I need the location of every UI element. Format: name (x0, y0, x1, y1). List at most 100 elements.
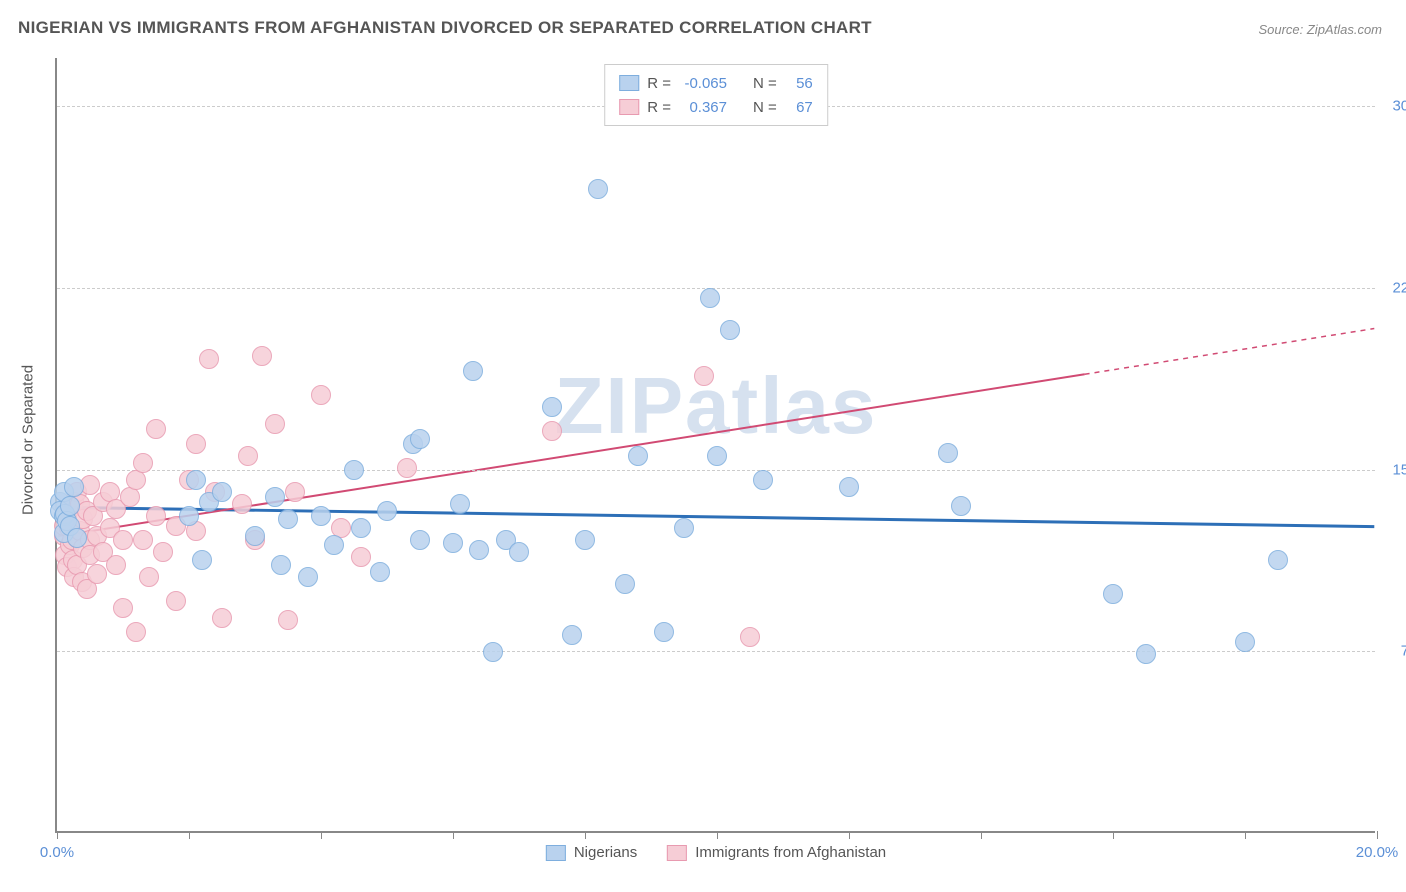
swatch-icon (619, 75, 639, 91)
data-point (575, 530, 595, 550)
n-label: N = (753, 75, 777, 92)
data-point (1136, 644, 1156, 664)
data-point (311, 385, 331, 405)
x-tick-label: 20.0% (1356, 844, 1399, 861)
swatch-icon (546, 845, 566, 861)
grid-line (57, 651, 1375, 652)
data-point (344, 460, 364, 480)
series-legend: Nigerians Immigrants from Afghanistan (546, 844, 886, 861)
data-point (113, 598, 133, 618)
data-point (753, 470, 773, 490)
x-tick (849, 831, 850, 839)
data-point (212, 608, 232, 628)
r-value: -0.065 (679, 75, 727, 92)
data-point (192, 550, 212, 570)
data-point (87, 564, 107, 584)
data-point (126, 622, 146, 642)
data-point (146, 506, 166, 526)
watermark: ZIPatlas (555, 360, 878, 452)
r-label: R = (647, 75, 671, 92)
data-point (67, 528, 87, 548)
legend-label: Immigrants from Afghanistan (695, 844, 886, 861)
data-point (469, 540, 489, 560)
data-point (245, 526, 265, 546)
data-point (443, 533, 463, 553)
y-tick-label: 22.5% (1383, 280, 1406, 297)
data-point (252, 346, 272, 366)
data-point (700, 288, 720, 308)
x-tick (717, 831, 718, 839)
data-point (740, 627, 760, 647)
data-point (106, 555, 126, 575)
data-point (113, 530, 133, 550)
legend-item: Nigerians (546, 844, 637, 861)
x-tick (1113, 831, 1114, 839)
regression-line-dashed (1085, 329, 1375, 375)
data-point (278, 610, 298, 630)
x-tick-label: 0.0% (40, 844, 74, 861)
data-point (166, 591, 186, 611)
data-point (179, 506, 199, 526)
data-point (615, 574, 635, 594)
stats-legend-row: R = -0.065 N = 56 (619, 71, 813, 95)
data-point (951, 496, 971, 516)
n-label: N = (753, 99, 777, 116)
x-tick (321, 831, 322, 839)
data-point (1268, 550, 1288, 570)
data-point (212, 482, 232, 502)
data-point (153, 542, 173, 562)
data-point (324, 535, 344, 555)
data-point (628, 446, 648, 466)
x-tick (57, 831, 58, 839)
data-point (64, 477, 84, 497)
x-tick (585, 831, 586, 839)
data-point (450, 494, 470, 514)
data-point (1235, 632, 1255, 652)
stats-legend: R = -0.065 N = 56 R = 0.367 N = 67 (604, 64, 828, 126)
swatch-icon (667, 845, 687, 861)
data-point (377, 501, 397, 521)
data-point (285, 482, 305, 502)
r-label: R = (647, 99, 671, 116)
data-point (588, 179, 608, 199)
x-tick (981, 831, 982, 839)
regression-lines (57, 58, 1375, 831)
source-label: Source: ZipAtlas.com (1258, 22, 1382, 37)
data-point (186, 470, 206, 490)
x-tick (1377, 831, 1378, 839)
data-point (351, 547, 371, 567)
chart-title: NIGERIAN VS IMMIGRANTS FROM AFGHANISTAN … (18, 18, 872, 38)
data-point (483, 642, 503, 662)
plot-area: ZIPatlas 7.5%15.0%22.5%30.0%0.0%20.0%R =… (55, 58, 1375, 833)
data-point (265, 487, 285, 507)
data-point (463, 361, 483, 381)
data-point (139, 567, 159, 587)
data-point (298, 567, 318, 587)
swatch-icon (619, 99, 639, 115)
legend-item: Immigrants from Afghanistan (667, 844, 886, 861)
data-point (410, 429, 430, 449)
grid-line (57, 470, 1375, 471)
data-point (271, 555, 291, 575)
data-point (278, 509, 298, 529)
r-value: 0.367 (679, 99, 727, 116)
data-point (186, 434, 206, 454)
x-tick (1245, 831, 1246, 839)
data-point (199, 349, 219, 369)
data-point (694, 366, 714, 386)
stats-legend-row: R = 0.367 N = 67 (619, 95, 813, 119)
y-tick-label: 15.0% (1383, 461, 1406, 478)
data-point (351, 518, 371, 538)
data-point (238, 446, 258, 466)
data-point (562, 625, 582, 645)
data-point (542, 397, 562, 417)
legend-label: Nigerians (574, 844, 637, 861)
n-value: 56 (785, 75, 813, 92)
data-point (654, 622, 674, 642)
data-point (146, 419, 166, 439)
data-point (1103, 584, 1123, 604)
data-point (720, 320, 740, 340)
data-point (133, 453, 153, 473)
data-point (370, 562, 390, 582)
n-value: 67 (785, 99, 813, 116)
